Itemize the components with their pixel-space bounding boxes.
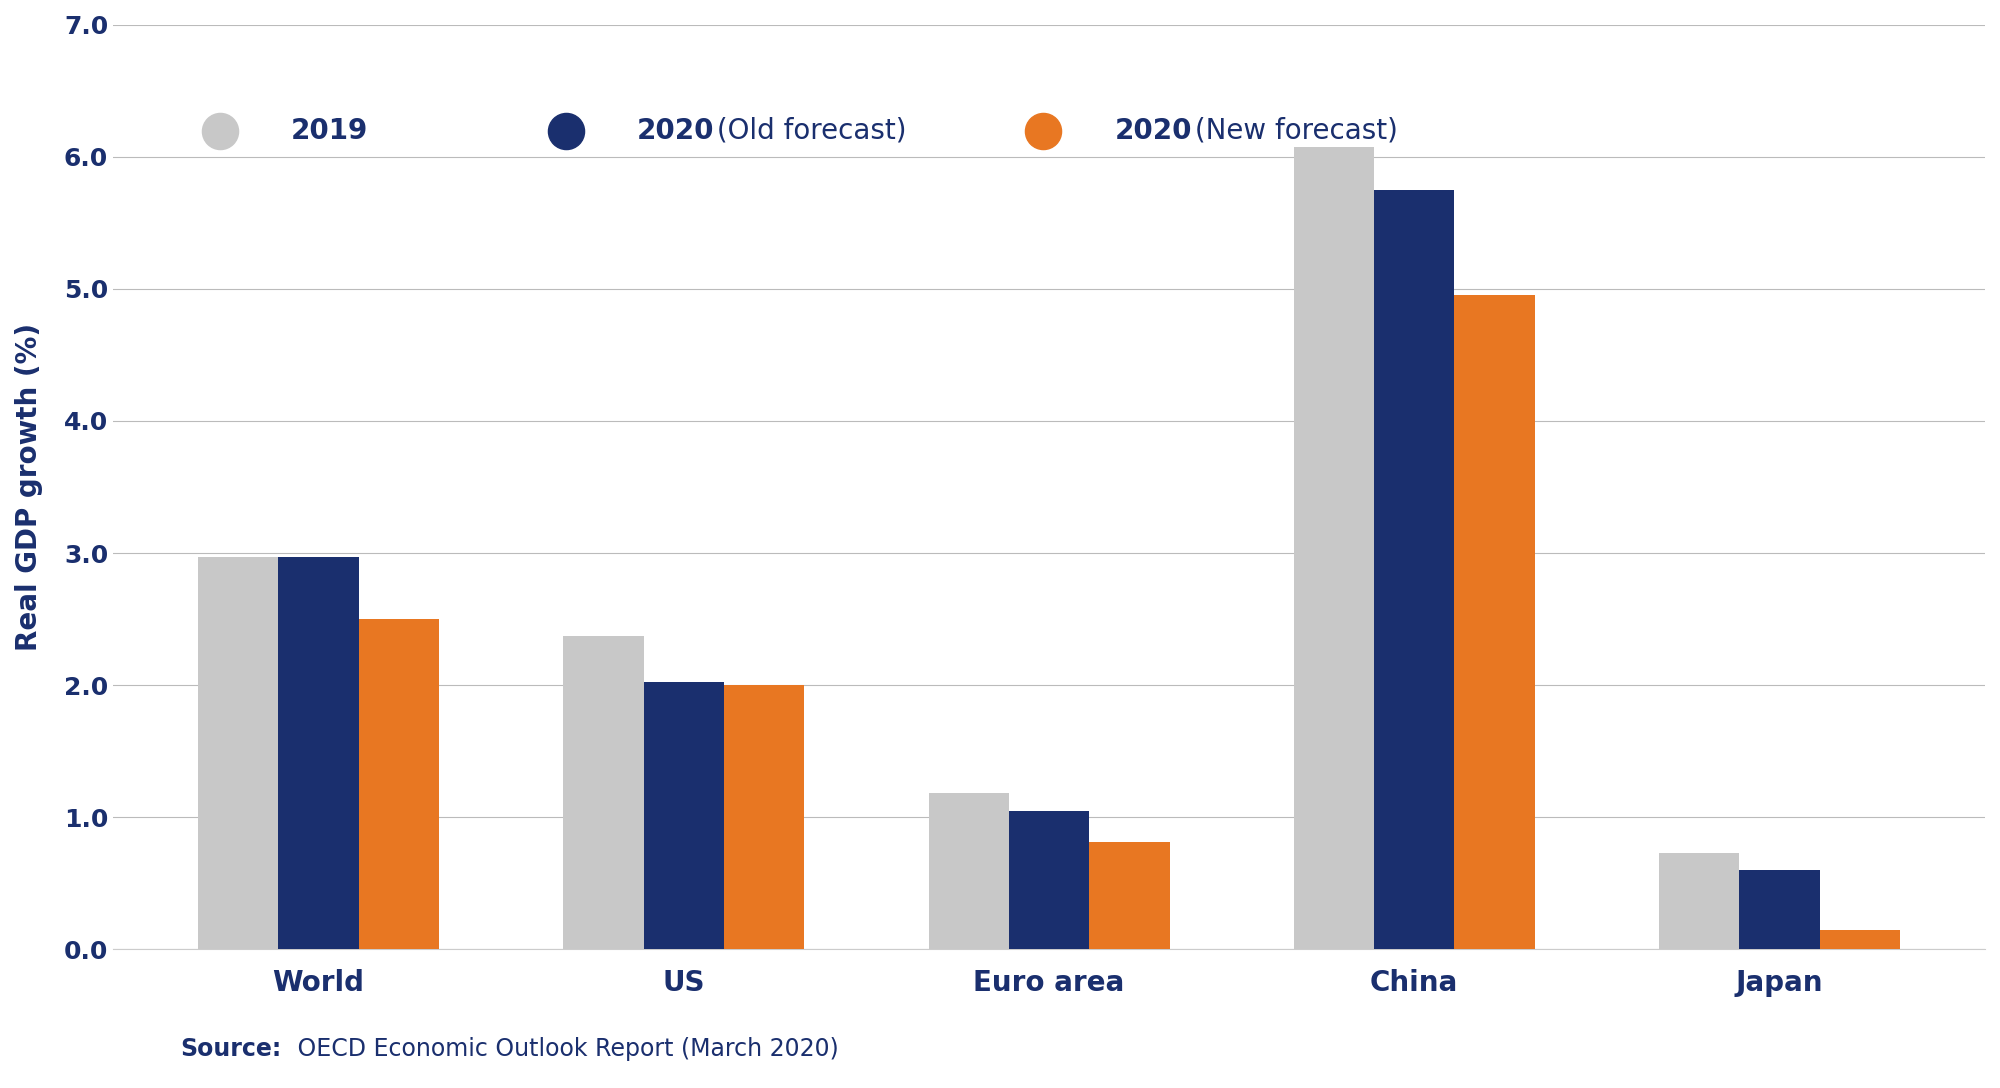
Text: (Old forecast): (Old forecast) bbox=[708, 116, 906, 145]
Text: 2020: 2020 bbox=[1114, 116, 1192, 145]
Bar bbox=[198, 557, 278, 950]
Bar bbox=[1090, 842, 1170, 950]
Text: OECD Economic Outlook Report (March 2020): OECD Economic Outlook Report (March 2020… bbox=[290, 1037, 838, 1061]
Text: 2020: 2020 bbox=[638, 116, 714, 145]
Bar bbox=[1820, 929, 1900, 950]
Text: 2019: 2019 bbox=[290, 116, 368, 145]
Bar bbox=[564, 636, 644, 950]
Bar bbox=[1374, 189, 1454, 950]
Bar bbox=[1454, 295, 1534, 950]
Bar bbox=[1294, 147, 1374, 950]
Text: Source:: Source: bbox=[180, 1037, 282, 1061]
Bar bbox=[278, 557, 358, 950]
Y-axis label: Real GDP growth (%): Real GDP growth (%) bbox=[16, 323, 44, 651]
Bar bbox=[1658, 853, 1740, 950]
Bar bbox=[724, 685, 804, 950]
Text: (New forecast): (New forecast) bbox=[1186, 116, 1398, 145]
Bar bbox=[358, 619, 440, 950]
Bar bbox=[644, 682, 724, 950]
Bar bbox=[928, 793, 1008, 950]
Bar bbox=[1008, 811, 1090, 950]
Bar bbox=[1740, 870, 1820, 950]
